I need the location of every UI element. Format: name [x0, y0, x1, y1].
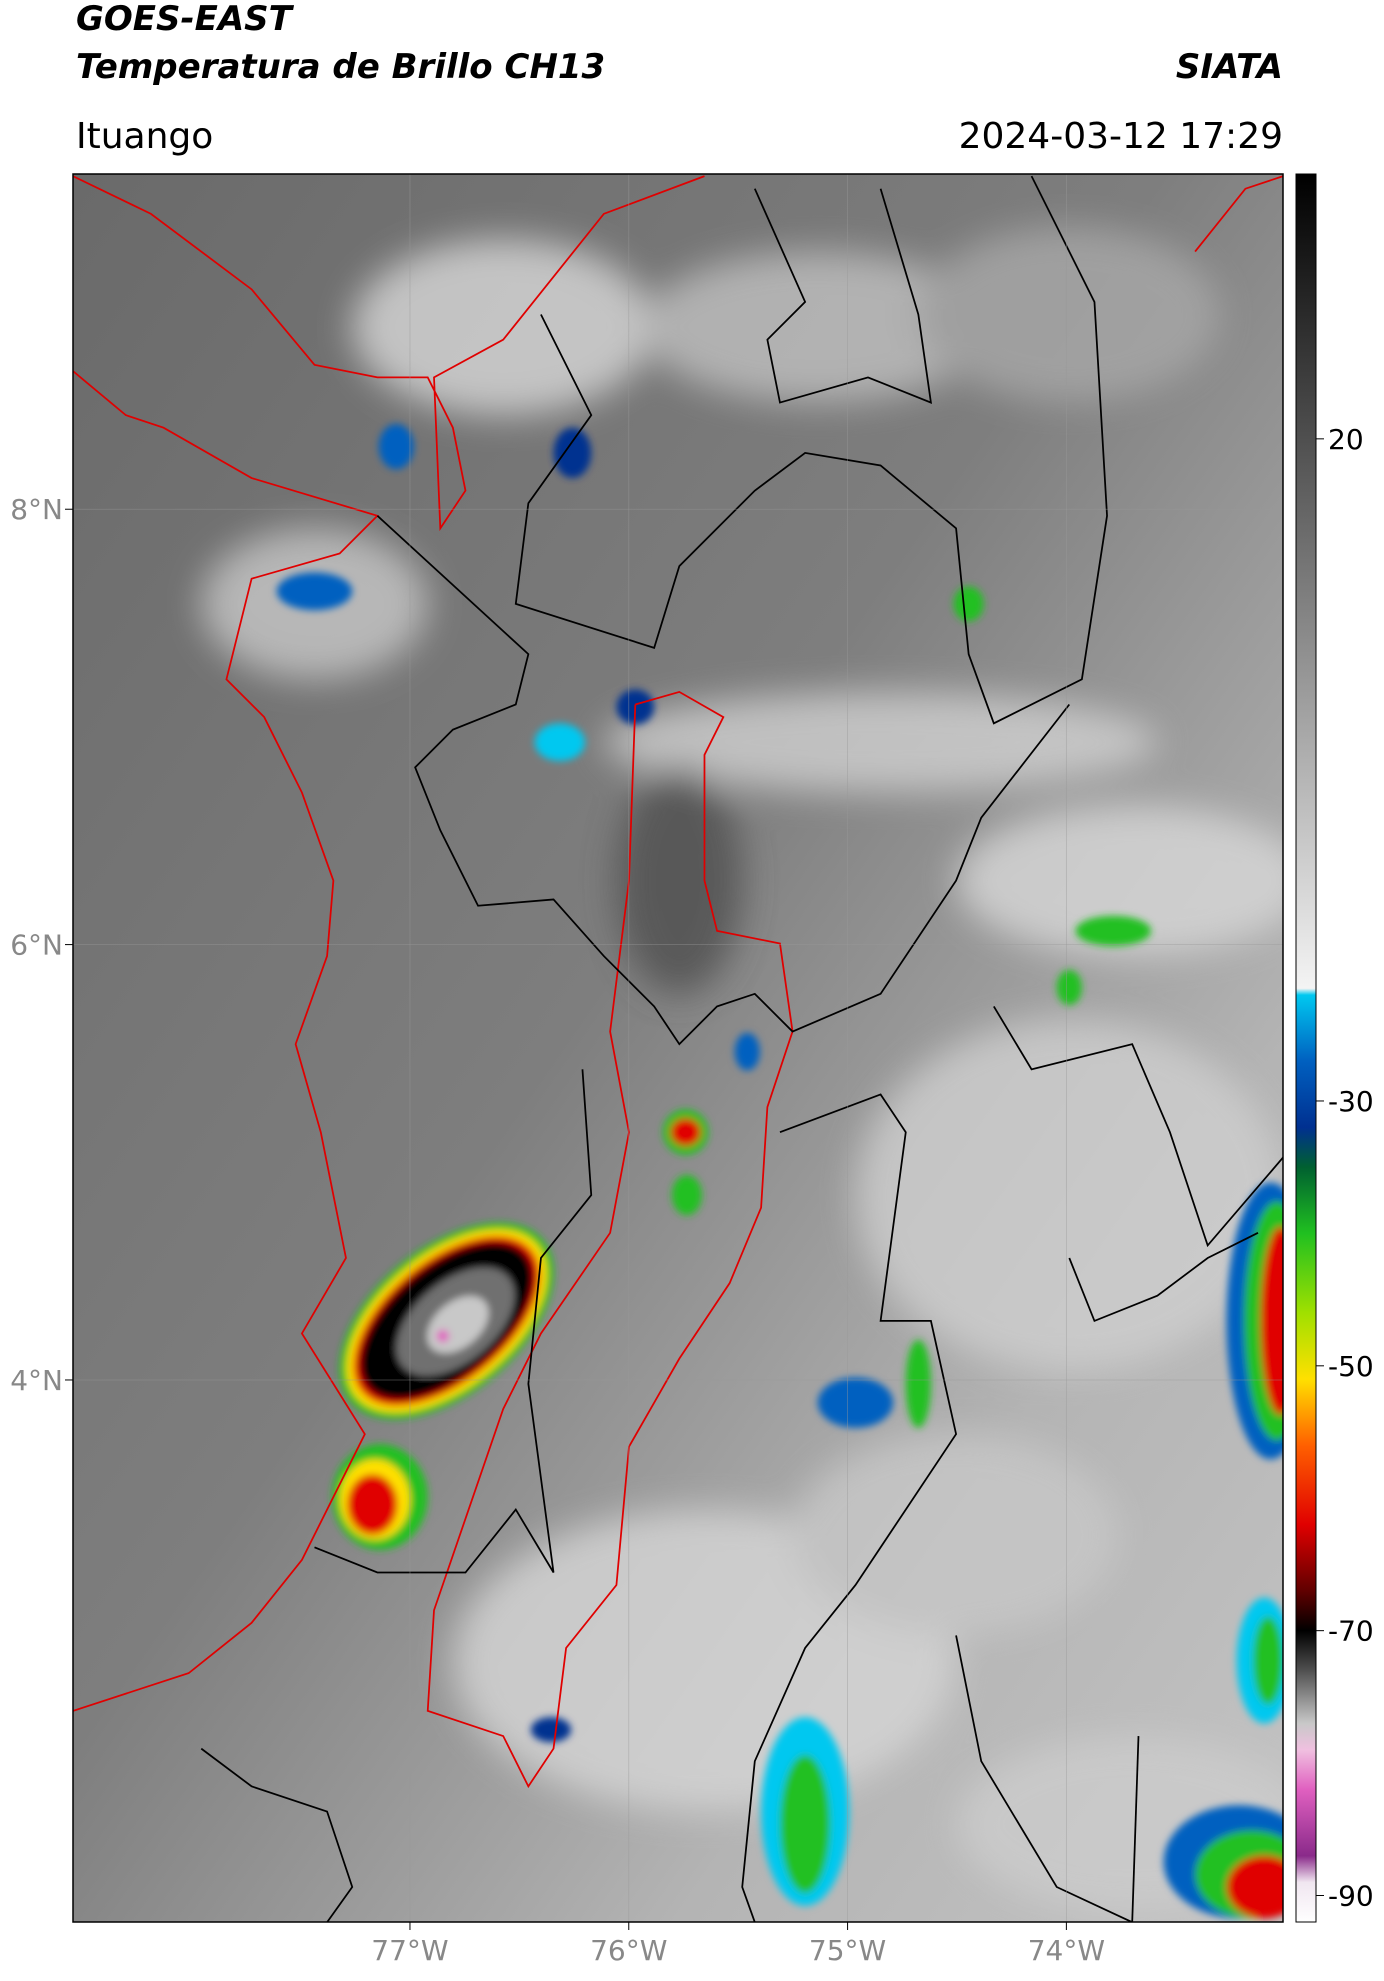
datetime: 2024-03-12 17:29 [959, 116, 1283, 157]
map-image [73, 174, 1283, 1922]
location: Ituango [76, 116, 213, 157]
subtitle: Temperatura de Brillo CH13 [76, 47, 605, 87]
x-tick-label: 75°W [809, 1934, 886, 1967]
x-tick-label: 76°W [590, 1934, 667, 1967]
y-tick-label: 8°N [10, 493, 63, 526]
colorbar-tick-label: -90 [1328, 1880, 1374, 1913]
y-tick-label: 6°N [10, 929, 63, 962]
colorbar-tick-label: -30 [1328, 1085, 1374, 1118]
grid [73, 174, 1283, 1922]
title: GOES-EAST [76, 0, 295, 39]
colorbar-tick-label: 20 [1328, 423, 1364, 456]
x-tick-label: 74°W [1028, 1934, 1105, 1967]
colorbar-tick-label: -50 [1328, 1350, 1374, 1383]
colorbar-tick-label: -70 [1328, 1615, 1374, 1648]
map-frame [72, 173, 1284, 1923]
colorbar [1295, 173, 1317, 1923]
y-tick-label: 4°N [10, 1364, 63, 1397]
source: SIATA [1176, 47, 1283, 87]
x-tick-label: 77°W [371, 1934, 448, 1967]
